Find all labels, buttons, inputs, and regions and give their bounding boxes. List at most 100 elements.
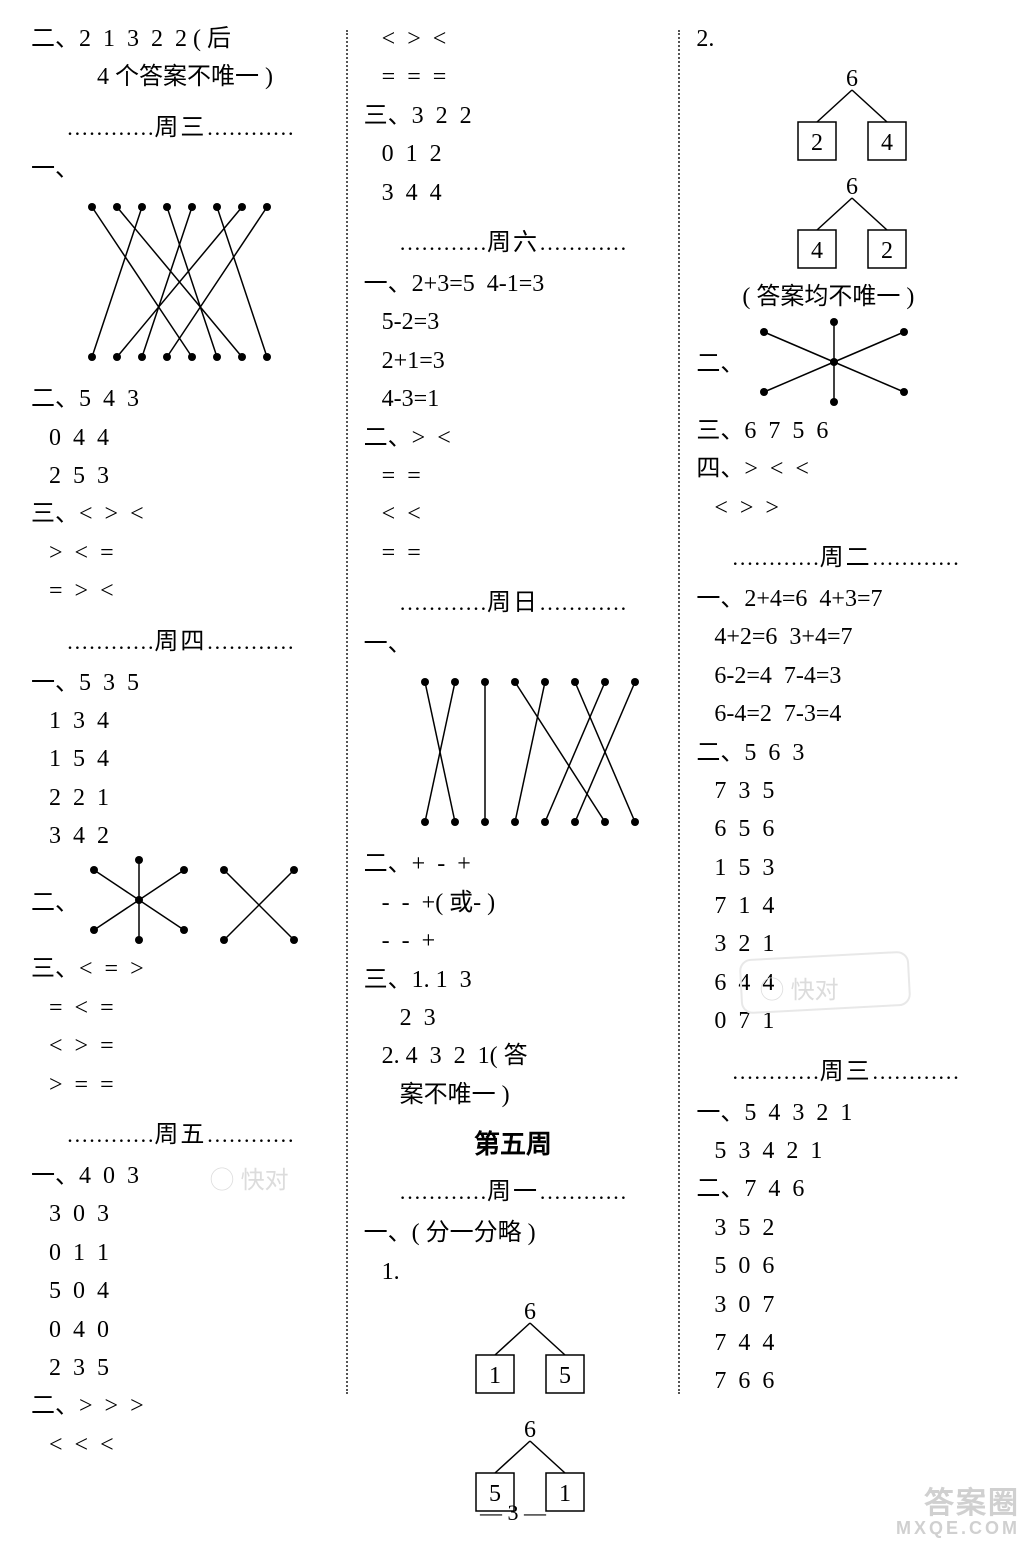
c2-mon-1: 1. [360,1253,667,1291]
c2-tree-1: 615 [440,1295,620,1405]
week-title: 第五周 [360,1124,667,1161]
text-row: 7 1 4 [692,887,999,925]
text-row: 0 1 2 [360,135,667,173]
text-row: 二、7 4 6 [692,1170,999,1208]
c2-sun-label: 一、 [360,625,667,663]
sep-sat: …………周六………… [360,222,667,257]
c1-note2: 4 个答案不唯一 ) [27,58,334,96]
svg-text:4: 4 [811,238,823,264]
text-row: = = [360,534,667,572]
c2-mon-label: 一、( 分一分略 ) [360,1214,667,1252]
c1-thu-star-a [79,855,199,950]
text-row: < > = [27,1027,334,1065]
text-row: 5 0 6 [692,1247,999,1285]
text-row: 6-4=2 7-3=4 [692,695,999,733]
text-row: 案不唯一 ) [360,1076,667,1114]
text-row: 2 3 [360,999,667,1037]
text-row: = < = [27,989,334,1027]
page-number: — 3 — [0,1500,1026,1526]
svg-text:4: 4 [881,130,893,156]
c3-top2-label: 2. [692,20,999,58]
c2-sat1: 一、2+3=5 4-1=3 5-2=3 2+1=3 4-3=1 [360,265,667,419]
text-row: 1 3 4 [27,702,334,740]
svg-text:6: 6 [524,1299,536,1325]
text-row: 三、< = > [27,950,334,988]
text-row: - - + [360,922,667,960]
sep-thu: …………周四………… [27,621,334,656]
text-row: 三、1. 1 3 [360,961,667,999]
c1-wed3: 三、< > < > < = = > < [27,495,334,610]
text-row: < > < [360,20,667,58]
svg-text:6: 6 [846,66,858,92]
text-row: 0 4 4 [27,419,334,457]
sep-mon: …………周一………… [360,1171,667,1206]
c3-tree-1: 624 [762,62,942,162]
corner-brand: 答案圈 MXQE.COM [896,1488,1020,1538]
text-row: 3 0 3 [27,1195,334,1233]
text-row: 5 0 4 [27,1272,334,1310]
c2-sat2: 二、> < = = < < = = [360,419,667,573]
text-row: 7 4 4 [692,1324,999,1362]
c2-top: < > < = = = [360,20,667,97]
c2-sun2: 二、+ - + - - +( 或- ) - - + [360,845,667,960]
text-row: 四、> < < [692,450,999,488]
c3-top-note: ( 答案均不唯一 ) [692,278,999,316]
c1-fri2: 二、> > > < < < [27,1387,334,1464]
text-row: 3 5 2 [692,1209,999,1247]
text-row: 二、5 6 3 [692,734,999,772]
text-row: 二、> < [360,419,667,457]
text-row: > = = [27,1066,334,1104]
text-row: 2 5 3 [27,457,334,495]
c1-wed2: 二、5 4 3 0 4 4 2 5 3 [27,380,334,495]
c1-thu1: 一、5 3 5 1 3 4 1 5 4 2 2 1 3 4 2 [27,664,334,856]
text-row: 4-3=1 [360,380,667,418]
text-row: 7 3 5 [692,772,999,810]
sep-tue: …………周二………… [692,537,999,572]
text-row: > < = [27,534,334,572]
c1-thu2-label: 二、 [27,855,334,950]
c1-thu-star-b [209,855,309,950]
c2-sun3b: 2. 4 3 2 1( 答 案不唯一 ) [360,1037,667,1114]
text-row: 一、5 3 5 [27,664,334,702]
text-row: 7 6 6 [692,1362,999,1400]
text-row: = = = [360,58,667,96]
c3-star-graph [744,317,924,412]
text-row: 三、3 2 2 [360,97,667,135]
text-row: 1 5 4 [27,740,334,778]
c1-wed-label: 一、 [27,150,334,188]
text-row: 二、+ - + [360,845,667,883]
text-row: 5 3 4 2 1 [692,1132,999,1170]
c3-sec3: 三、6 7 5 6 [692,412,999,450]
c3-wed1: 一、5 4 3 2 1 5 3 4 2 1 [692,1094,999,1171]
c3-sec4: 四、> < < < > > [692,450,999,527]
watermark-2: ◯ 快对 [760,970,839,1005]
svg-text:2: 2 [881,238,893,264]
c1-thu3: 三、< = > = < = < > = > = = [27,950,334,1104]
c1-note1: 二、2 1 3 2 2 ( 后 [27,20,334,58]
text-row: 1 5 3 [692,849,999,887]
c1-wed-graph [77,192,287,372]
text-row: < < [360,495,667,533]
text-row: < > > [692,489,999,527]
sep-wed: …………周三………… [27,107,334,142]
text-row: 6 5 6 [692,810,999,848]
text-row: 2. 4 3 2 1( 答 [360,1037,667,1075]
text-row: 0 1 1 [27,1234,334,1272]
text-row: 5-2=3 [360,303,667,341]
c3-tue1: 一、2+4=6 4+3=7 4+2=6 3+4=7 6-2=4 7-4=3 6-… [692,580,999,734]
text-row: 一、5 4 3 2 1 [692,1094,999,1132]
text-row: 0 4 0 [27,1311,334,1349]
text-row: 3 4 4 [360,174,667,212]
text-row: = = [360,457,667,495]
text-row: 三、< > < [27,495,334,533]
text-row: 二、5 4 3 [27,380,334,418]
text-row: 二、> > > [27,1387,334,1425]
sep-fri: …………周五………… [27,1114,334,1149]
text-row: 2 2 1 [27,779,334,817]
text-row: 4+2=6 3+4=7 [692,618,999,656]
c3-sec2-label: 二、 [692,317,999,412]
watermark-1: ◯ 快对 [210,1160,289,1195]
svg-text:6: 6 [524,1417,536,1443]
c2-sun3a: 三、1. 1 3 2 3 [360,961,667,1038]
text-row: 3 4 2 [27,817,334,855]
